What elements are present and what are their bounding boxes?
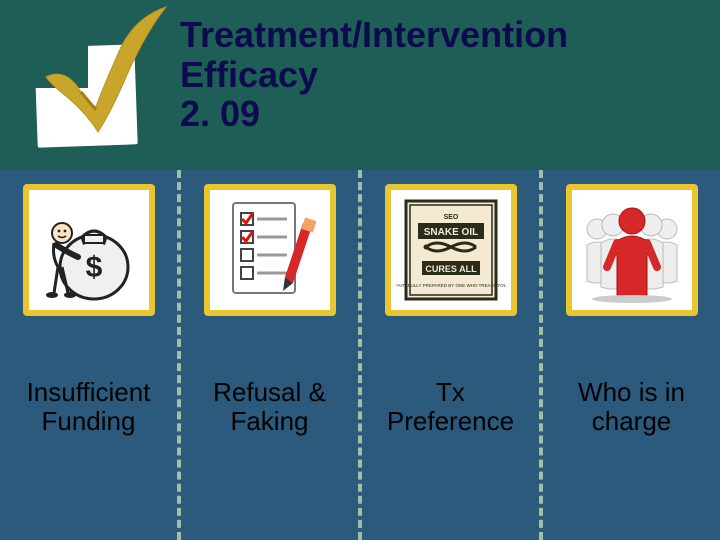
svg-text:CURES ALL: CURES ALL [425, 264, 477, 274]
caption-refusal: Refusal & Faking [209, 378, 330, 435]
checkmark-icon [26, 0, 176, 142]
column-refusal: Refusal & Faking [181, 170, 362, 540]
header: Treatment/Intervention Efficacy 2. 09 [0, 0, 720, 170]
checkmark-graphic [0, 0, 180, 170]
column-charge: Who is in charge [543, 170, 720, 540]
money-bag-icon: $ [34, 195, 144, 305]
title-line-1: Treatment/Intervention [180, 15, 568, 55]
svg-text:SNAKE OIL: SNAKE OIL [423, 227, 477, 238]
leader-icon [577, 195, 687, 305]
column-container: $ Insufficient Funding [0, 170, 720, 540]
tile-refusal [204, 184, 336, 316]
svg-text:SEO: SEO [443, 214, 458, 221]
snake-oil-icon: SEO SNAKE OIL CURES ALL FAITHFULLY PREPA… [396, 195, 506, 305]
checklist-icon [215, 195, 325, 305]
tile-preference: SEO SNAKE OIL CURES ALL FAITHFULLY PREPA… [385, 184, 517, 316]
body: $ Insufficient Funding [0, 170, 720, 540]
svg-text:FAITHFULLY PREPARED BY ONE WHO: FAITHFULLY PREPARED BY ONE WHO TREATS YO… [396, 283, 506, 288]
tile-charge [566, 184, 698, 316]
title-line-3: 2. 09 [180, 94, 568, 134]
caption-preference: Tx Preference [383, 378, 518, 435]
svg-text:$: $ [85, 251, 102, 284]
slide-title: Treatment/Intervention Efficacy 2. 09 [180, 0, 568, 134]
column-preference: SEO SNAKE OIL CURES ALL FAITHFULLY PREPA… [362, 170, 543, 540]
caption-charge: Who is in charge [574, 378, 689, 435]
caption-funding: Insufficient Funding [23, 378, 155, 435]
tile-funding: $ [23, 184, 155, 316]
title-line-2: Efficacy [180, 55, 568, 95]
column-funding: $ Insufficient Funding [0, 170, 181, 540]
